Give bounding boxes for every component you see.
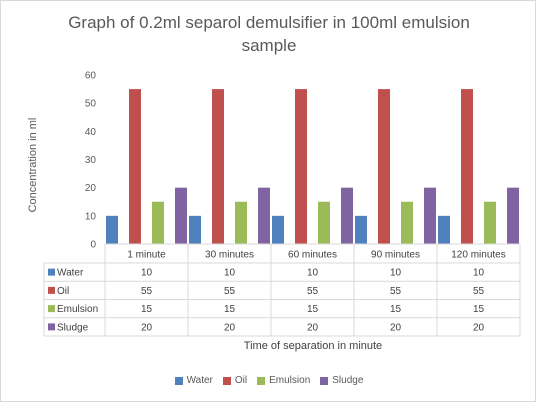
bar-oil [295,89,307,244]
bar-emulsion [401,201,413,244]
bar-sludge [258,187,270,244]
table-cell-value: 10 [141,268,153,279]
table-cell-value: 10 [473,268,485,279]
legend-entry-sludge: Sludge [320,375,363,386]
table-cell-value: 15 [141,304,153,315]
table-cell-value: 55 [307,286,319,297]
table-cell-value: 15 [473,304,485,315]
legend-entry-emulsion: Emulsion [257,375,310,386]
table-legend-key-sludge [48,323,55,331]
x-category-label: 90 minutes [371,250,420,261]
bar-emulsion [318,201,330,244]
legend-entry-oil: Oil [222,375,248,386]
bar-water [272,215,284,244]
x-category-label: 30 minutes [205,250,254,261]
x-category-label: 60 minutes [288,250,337,261]
table-cell-value: 15 [307,304,319,315]
table-series-label: Emulsion [57,304,98,315]
table-cell-value: 15 [224,304,236,315]
table-legend-key-oil [48,286,55,294]
bar-sludge [175,187,187,244]
y-tick-label: 60 [85,71,97,82]
legend-key [174,376,183,385]
bar-emulsion [235,201,247,244]
table-series-label: Oil [57,286,69,297]
legend-key [257,376,266,385]
legend-label: Emulsion [269,375,311,386]
bar-sludge [507,187,519,244]
table-cell-value: 55 [141,286,153,297]
table-cell-value: 20 [224,322,236,333]
legend-key [320,376,329,385]
table-cell-value: 20 [141,322,153,333]
bar-oil [212,89,224,244]
table-series-label: Water [57,268,84,279]
bar-water [106,215,118,244]
table-cell-value: 55 [473,286,485,297]
table-series-label: Sludge [57,322,89,333]
x-category-label: 120 minutes [451,250,505,261]
y-tick-label: 0 [90,240,96,251]
chart-title: Graph of 0.2ml separol demulsifier in 10… [68,13,470,55]
bar-water [355,215,367,244]
table-legend-key-emulsion [48,305,55,313]
bar-water [438,215,450,244]
bar-oil [461,89,473,244]
y-tick-label: 10 [85,211,97,222]
bar-oil [129,89,141,244]
table-cell-value: 20 [390,322,402,333]
table-cell-value: 20 [307,322,319,333]
bar-emulsion [152,201,164,244]
legend-label: Oil [234,375,248,386]
bar-water [189,215,201,244]
legend-label: Water [186,375,213,386]
legend: Water Oil Emulsion Sludge [1,375,536,386]
table-cell-value: 10 [224,268,236,279]
legend-entry-water: Water [174,375,213,386]
table-cell-value: 15 [390,304,402,315]
table-cell-value: 10 [307,268,319,279]
y-tick-label: 20 [85,183,97,194]
legend-key [222,376,231,385]
y-tick-label: 30 [85,155,97,166]
table-cell-value: 55 [390,286,402,297]
bar-sludge [341,187,353,244]
legend-label: Sludge [332,375,364,386]
x-axis-title: Time of separation in minute [243,340,383,352]
bar-oil [378,89,390,244]
x-category-label: 1 minute [127,250,166,261]
table-cell-value: 10 [390,268,402,279]
y-tick-label: 50 [85,99,97,110]
table-cell-value: 20 [473,322,485,333]
bar-emulsion [484,201,496,244]
bar-sludge [424,187,436,244]
y-tick-label: 40 [85,127,97,138]
table-legend-key-water [48,268,55,276]
table-cell-value: 55 [224,286,236,297]
